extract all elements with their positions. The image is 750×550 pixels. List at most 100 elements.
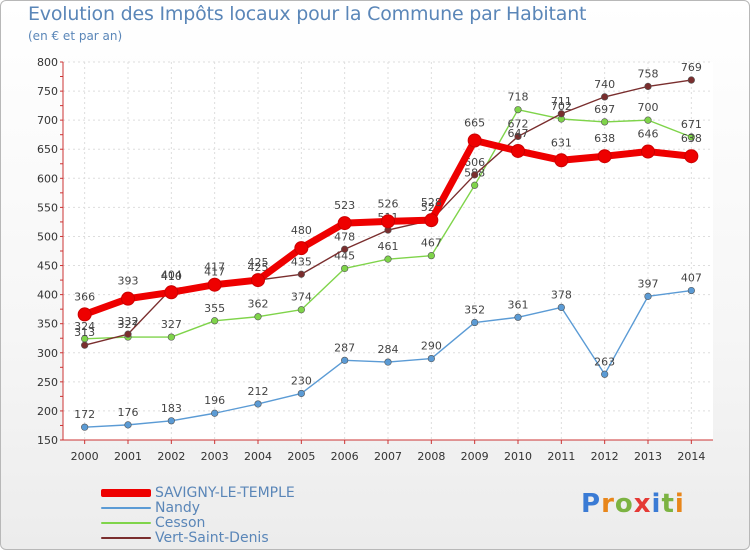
data-point-nandy (428, 355, 435, 362)
x-tick-label: 2000 (71, 450, 99, 463)
x-tick-label: 2003 (201, 450, 229, 463)
data-point-vert-saint-denis (81, 342, 88, 349)
data-point-nandy (298, 390, 305, 397)
y-tick-label: 750 (37, 85, 58, 98)
data-point-nandy (471, 319, 478, 326)
legend-label: Nandy (155, 500, 200, 516)
data-label-savigny-le-temple: 404 (161, 268, 182, 281)
data-label-savigny-le-temple: 647 (508, 127, 529, 140)
legend-item-cesson: Cesson (101, 515, 295, 530)
x-tick-label: 2011 (547, 450, 575, 463)
data-point-savigny-le-temple (338, 217, 351, 230)
data-point-vert-saint-denis (558, 110, 565, 117)
data-label-savigny-le-temple: 638 (681, 132, 702, 145)
data-label-cesson: 718 (508, 91, 529, 104)
data-label-savigny-le-temple: 366 (74, 290, 95, 303)
y-tick-label: 150 (37, 434, 58, 447)
data-label-vert-saint-denis: 769 (681, 61, 702, 74)
data-point-savigny-le-temple (685, 150, 698, 163)
data-point-nandy (125, 422, 132, 429)
data-point-cesson (255, 313, 262, 320)
y-tick-label: 450 (37, 260, 58, 273)
data-label-nandy: 290 (421, 340, 442, 353)
data-label-cesson: 362 (248, 298, 269, 311)
legend-label: Vert-Saint-Denis (155, 530, 269, 546)
data-label-nandy: 378 (551, 288, 572, 301)
y-tick-label: 700 (37, 114, 58, 127)
data-point-cesson (471, 182, 478, 189)
data-label-nandy: 176 (118, 406, 139, 419)
y-tick-label: 200 (37, 405, 58, 418)
data-label-nandy: 284 (378, 343, 399, 356)
x-tick-label: 2002 (157, 450, 185, 463)
data-point-vert-saint-denis (298, 271, 305, 278)
y-tick-label: 600 (37, 172, 58, 185)
data-point-nandy (81, 424, 88, 431)
x-tick-label: 2007 (374, 450, 402, 463)
data-point-nandy (558, 304, 565, 311)
data-point-savigny-le-temple (642, 145, 655, 158)
data-label-cesson: 697 (594, 103, 615, 116)
data-point-cesson (298, 306, 305, 313)
data-label-vert-saint-denis: 711 (551, 95, 572, 108)
y-tick-label: 500 (37, 230, 58, 243)
data-point-vert-saint-denis (601, 94, 608, 101)
y-tick-label: 400 (37, 289, 58, 302)
data-point-nandy (515, 314, 522, 321)
x-tick-label: 2012 (591, 450, 619, 463)
data-label-savigny-le-temple: 526 (378, 197, 399, 210)
x-tick-label: 2006 (331, 450, 359, 463)
logo-letter: t (661, 489, 674, 519)
y-tick-label: 800 (37, 56, 58, 69)
data-point-savigny-le-temple (295, 242, 308, 255)
data-point-nandy (645, 293, 652, 300)
logo-letter: P (581, 489, 601, 519)
data-label-cesson: 355 (204, 302, 225, 315)
data-label-cesson: 467 (421, 237, 442, 250)
data-point-nandy (255, 401, 262, 408)
data-label-nandy: 361 (508, 298, 529, 311)
data-point-cesson (385, 256, 392, 263)
x-tick-label: 2009 (461, 450, 489, 463)
data-point-savigny-le-temple (425, 214, 438, 227)
data-label-savigny-le-temple: 638 (594, 132, 615, 145)
legend-item-savigny-le-temple: SAVIGNY-LE-TEMPLE (101, 485, 295, 500)
data-label-savigny-le-temple: 665 (464, 117, 485, 130)
data-label-cesson: 671 (681, 118, 702, 131)
data-point-savigny-le-temple (512, 144, 525, 157)
data-label-nandy: 352 (464, 304, 485, 317)
x-tick-label: 2005 (287, 450, 315, 463)
data-label-savigny-le-temple: 646 (638, 128, 659, 141)
data-label-savigny-le-temple: 417 (204, 261, 225, 274)
data-label-cesson: 327 (161, 318, 182, 331)
data-point-nandy (385, 359, 392, 366)
data-point-savigny-le-temple (555, 154, 568, 167)
data-label-nandy: 172 (74, 408, 95, 421)
data-label-cesson: 700 (638, 101, 659, 114)
logo-letter: x (634, 489, 652, 519)
data-point-nandy (341, 357, 348, 364)
y-tick-label: 300 (37, 347, 58, 360)
data-point-savigny-le-temple (598, 150, 611, 163)
data-point-savigny-le-temple (468, 134, 481, 147)
data-point-cesson (428, 252, 435, 259)
data-label-nandy: 263 (594, 355, 615, 368)
data-label-savigny-le-temple: 523 (334, 199, 355, 212)
x-tick-label: 2008 (417, 450, 445, 463)
data-label-nandy: 407 (681, 272, 702, 285)
legend-swatch (101, 489, 151, 497)
legend-swatch (101, 537, 151, 539)
legend-label: SAVIGNY-LE-TEMPLE (155, 485, 295, 501)
legend-swatch (101, 507, 151, 509)
x-tick-label: 2014 (677, 450, 705, 463)
legend-item-nandy: Nandy (101, 500, 295, 515)
data-label-nandy: 196 (204, 394, 225, 407)
data-label-savigny-le-temple: 393 (118, 275, 139, 288)
data-point-cesson (601, 119, 608, 126)
data-point-vert-saint-denis (688, 77, 695, 84)
data-point-savigny-le-temple (165, 286, 178, 299)
data-point-nandy (688, 287, 695, 294)
logo-letter: o (615, 489, 634, 519)
logo-letter: i (652, 489, 662, 519)
